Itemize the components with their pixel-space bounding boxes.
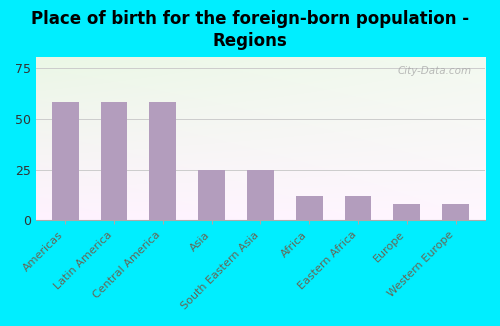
Bar (52, 102, 78, 220)
Bar (247, 170, 274, 220)
Text: Place of birth for the foreign-born population -
Regions: Place of birth for the foreign-born popu… (31, 10, 469, 50)
Bar (442, 204, 469, 220)
Bar (394, 204, 420, 220)
Bar (344, 196, 372, 220)
Bar (198, 170, 225, 220)
Bar (100, 102, 128, 220)
Bar (296, 196, 322, 220)
Bar (150, 102, 176, 220)
Text: City-Data.com: City-Data.com (398, 66, 471, 76)
